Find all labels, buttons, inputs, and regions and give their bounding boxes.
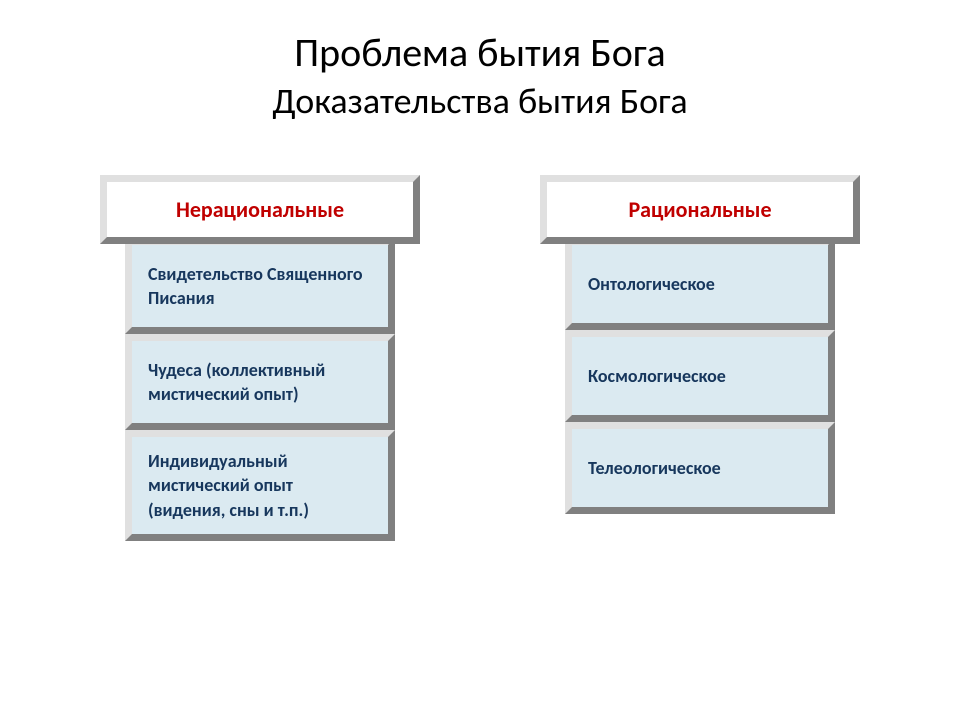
header-box-rational: Рациональные — [540, 175, 860, 244]
item-text: Космологическое — [588, 364, 726, 388]
items-irrational: Свидетельство Священного Писания Чудеса … — [125, 238, 395, 541]
column-irrational: Нерациональные Свидетельство Священного … — [80, 175, 440, 541]
header-label: Рациональные — [628, 196, 771, 223]
item-text: Чудеса (коллективный мистический опыт) — [148, 358, 372, 407]
title-line-1: Проблема бытия Бога — [0, 28, 960, 77]
title-line-2: Доказательства бытия Бога — [0, 79, 960, 123]
item-box: Космологическое — [565, 330, 835, 422]
item-box: Чудеса (коллективный мистический опыт) — [125, 334, 395, 430]
item-box: Телеологическое — [565, 422, 835, 514]
item-text: Индивидуальный мистический опыт (видения… — [148, 449, 372, 522]
column-rational: Рациональные Онтологическое Космологичес… — [520, 175, 880, 541]
item-text: Свидетельство Священного Писания — [148, 262, 372, 311]
slide-title-block: Проблема бытия Бога Доказательства бытия… — [0, 0, 960, 123]
header-box-irrational: Нерациональные — [100, 175, 420, 244]
columns-container: Нерациональные Свидетельство Священного … — [0, 175, 960, 541]
items-rational: Онтологическое Космологическое Телеологи… — [565, 238, 835, 514]
item-box: Свидетельство Священного Писания — [125, 238, 395, 334]
item-box: Индивидуальный мистический опыт (видения… — [125, 430, 395, 541]
item-text: Онтологическое — [588, 272, 715, 296]
item-text: Телеологическое — [588, 456, 721, 480]
item-box: Онтологическое — [565, 238, 835, 330]
header-label: Нерациональные — [176, 196, 344, 223]
